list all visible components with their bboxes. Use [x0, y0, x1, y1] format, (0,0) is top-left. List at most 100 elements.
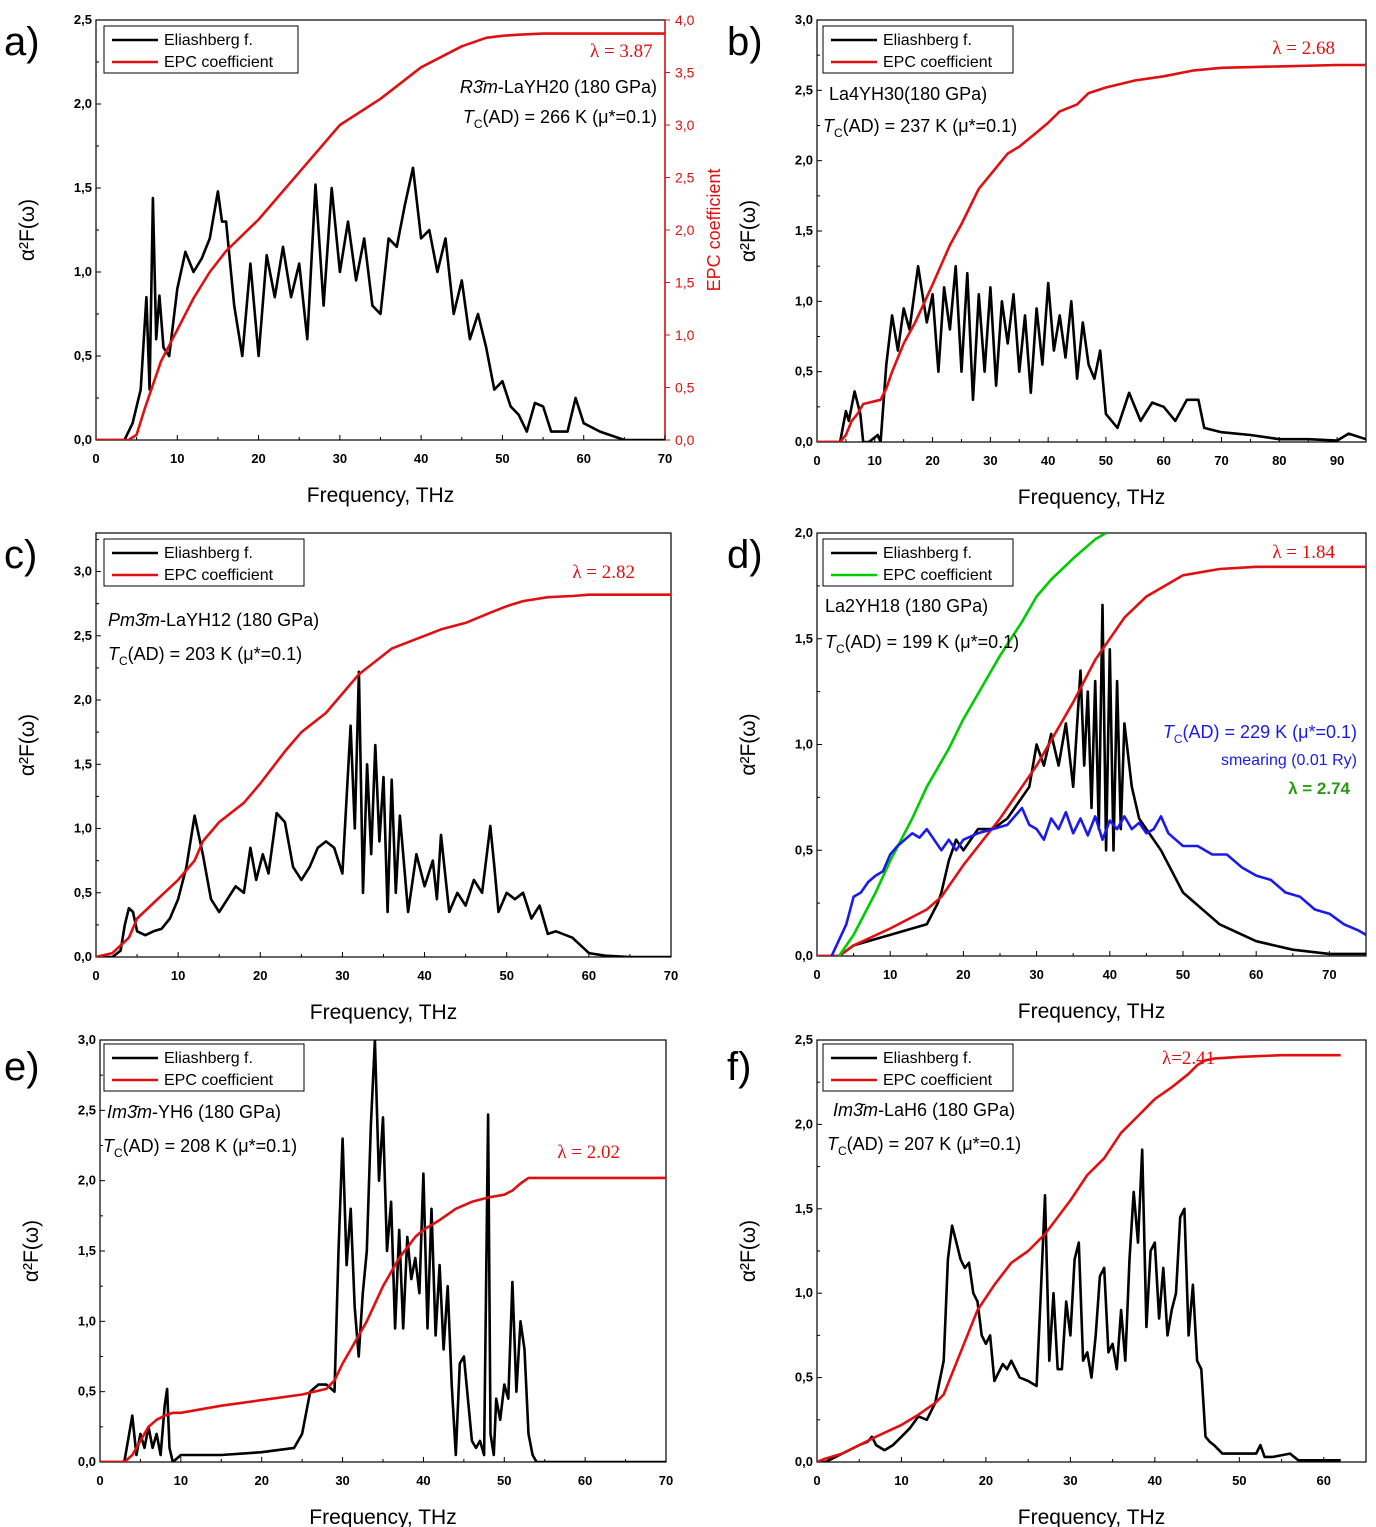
- legend: Eliashberg f. EPC coefficient: [103, 538, 305, 587]
- legend: Eliashberg f. EPC coefficient: [103, 1043, 305, 1092]
- x-tick-label: 20: [254, 1473, 268, 1488]
- legend-entry: Eliashberg f.: [164, 32, 253, 49]
- y-tick-label: 1,0: [795, 1285, 813, 1300]
- x-tick-label: 60: [576, 451, 590, 466]
- x-tick-label: 0: [813, 453, 820, 468]
- series-line-3: [830, 806, 1366, 956]
- x-tick-label: 30: [335, 1473, 349, 1488]
- annotation-spacegroup: Im3̄m: [833, 1100, 878, 1120]
- panel-letter: f): [727, 1045, 751, 1089]
- x-tick-label: 60: [1249, 967, 1263, 982]
- y-tick-label: 0,5: [795, 1370, 813, 1385]
- x-tick-label: 0: [813, 1473, 820, 1488]
- legend: Eliashberg f. EPC coefficient: [103, 25, 299, 74]
- x-tick-label: 30: [333, 451, 347, 466]
- y2-tick-label: 3,5: [675, 65, 695, 81]
- y-tick-label: 1,5: [795, 631, 813, 646]
- y2-tick-label: 2,5: [675, 170, 695, 186]
- chart-panel-d: 0 10 20 30 40 50 60 70 0,0 0,5 1,0 1,5 2,0 Frequency,…: [727, 525, 1367, 1023]
- lambda-label: λ = 2.02: [557, 1142, 620, 1163]
- annotation-spacegroup: Im3̄m: [107, 1102, 152, 1122]
- legend-box: [103, 25, 299, 74]
- y-tick-label: 2,0: [74, 692, 92, 707]
- blue-annotation: smearing (0.01 Ry): [1221, 752, 1357, 769]
- x-tick-label: 40: [1041, 453, 1055, 468]
- x-tick-label: 30: [1063, 1473, 1077, 1488]
- x-axis-label: Frequency, THz: [1018, 1000, 1165, 1023]
- legend-entry: EPC coefficient: [164, 567, 274, 584]
- y-tick-label: 0,5: [78, 1384, 96, 1399]
- x-tick-label: 60: [1157, 453, 1171, 468]
- annotation-symbol: T: [825, 632, 838, 652]
- x-tick-label: 60: [1317, 1473, 1331, 1488]
- x-tick-label: 50: [1176, 967, 1190, 982]
- x-tick-label: 0: [96, 1473, 103, 1488]
- blue-annotation: TC(AD) = 229 K (μ*=0.1): [1163, 722, 1357, 746]
- series-line-1: [817, 63, 1366, 442]
- x-axis-label: Frequency, THz: [1018, 486, 1165, 509]
- annotation-subscript: C: [114, 1146, 123, 1160]
- legend-box: [822, 25, 1014, 74]
- y-tick-label: 1,5: [795, 1201, 813, 1216]
- y-axis-label: α²F(ω): [737, 1220, 760, 1282]
- y-tick-label: 2,5: [74, 12, 92, 27]
- legend-entry: EPC coefficient: [883, 1072, 993, 1089]
- y-tick-label: 2,0: [795, 1116, 813, 1131]
- series-line-0: [817, 1148, 1341, 1462]
- y-tick-label: 0,5: [795, 364, 813, 379]
- y-tick-label: 2,0: [78, 1173, 96, 1188]
- chart-panel-e: 0 10 20 30 40 50 60 70 0,0 0,5 1,0 1,5 2,0 2,5 3,0 Freq…: [4, 1032, 673, 1527]
- annotation-text: (AD) = 207 K (μ*=0.1): [847, 1134, 1021, 1154]
- panel-letter: a): [4, 20, 40, 64]
- x-axis-label: Frequency, THz: [1018, 1506, 1165, 1527]
- x-tick-label: 90: [1330, 453, 1344, 468]
- y-tick-label: 2,0: [795, 525, 813, 540]
- y-tick-label: 0,0: [795, 1454, 813, 1469]
- chart-panel-f: 0 10 20 30 40 50 60 0,0 0,5 1,0 1,5 2,0 2,5 Frequency…: [727, 1032, 1367, 1527]
- y-tick-label: 1,5: [74, 180, 92, 195]
- series-line-0: [96, 670, 671, 957]
- y2-tick-label: 1,0: [675, 327, 695, 343]
- annotation-spacegroup: R3̄m: [460, 77, 498, 97]
- annotation: La4YH30(180 GPa): [829, 84, 987, 104]
- series-line-1: [96, 32, 665, 440]
- legend-entry: Eliashberg f.: [164, 1050, 253, 1067]
- annotation-symbol: T: [108, 644, 121, 664]
- x-tick-label: 10: [174, 1473, 188, 1488]
- y-tick-label: 0,0: [795, 434, 813, 449]
- annotation-text: -LaYH20 (180 GPa): [498, 77, 657, 97]
- x-tick-label: 0: [92, 451, 99, 466]
- x-tick-label: 70: [664, 968, 678, 983]
- legend-entry: Eliashberg f.: [883, 32, 972, 49]
- x-tick-label: 40: [414, 451, 428, 466]
- x-tick-label: 0: [813, 967, 820, 982]
- green-lambda-label: λ = 2.74: [1288, 779, 1350, 798]
- series-line-1: [96, 593, 671, 957]
- x-tick-label: 10: [883, 967, 897, 982]
- y-tick-label: 2,5: [795, 1032, 813, 1047]
- y-tick-label: 0,5: [74, 348, 92, 363]
- annotation-subscript: C: [119, 654, 128, 668]
- series-line-1: [817, 565, 1366, 956]
- y2-tick-label: 1,5: [675, 275, 695, 291]
- x-tick-label: 20: [253, 968, 267, 983]
- annotation-subscript: C: [474, 117, 483, 131]
- y-tick-label: 0,5: [74, 885, 92, 900]
- y-tick-label: 0,5: [795, 842, 813, 857]
- legend: Eliashberg f. EPC coefficient: [822, 25, 1014, 74]
- x-tick-label: 50: [1099, 453, 1113, 468]
- legend: Eliashberg f. EPC coefficient: [822, 538, 1014, 587]
- series-line-1: [817, 1053, 1341, 1462]
- x-tick-label: 50: [495, 451, 509, 466]
- annotation-text: (AD) = 266 K (μ*=0.1): [483, 107, 657, 127]
- lambda-label: λ = 1.84: [1272, 542, 1335, 563]
- chart-panel-b: 0 10 20 30 40 50 60 70 80 90 0,0 0,5 1,0 1,5 2,0 2,5 3,0…: [727, 12, 1367, 509]
- y-tick-label: 2,5: [74, 628, 92, 643]
- annotation-text: (AD) = 229 K (μ*=0.1): [1183, 722, 1357, 742]
- annotation-text: La4YH30(180 GPa): [829, 84, 987, 104]
- y2-tick-label: 2,0: [675, 222, 695, 238]
- x-tick-label: 10: [171, 968, 185, 983]
- x-tick-label: 40: [417, 968, 431, 983]
- annotation-text: -YH6 (180 GPa): [152, 1102, 281, 1122]
